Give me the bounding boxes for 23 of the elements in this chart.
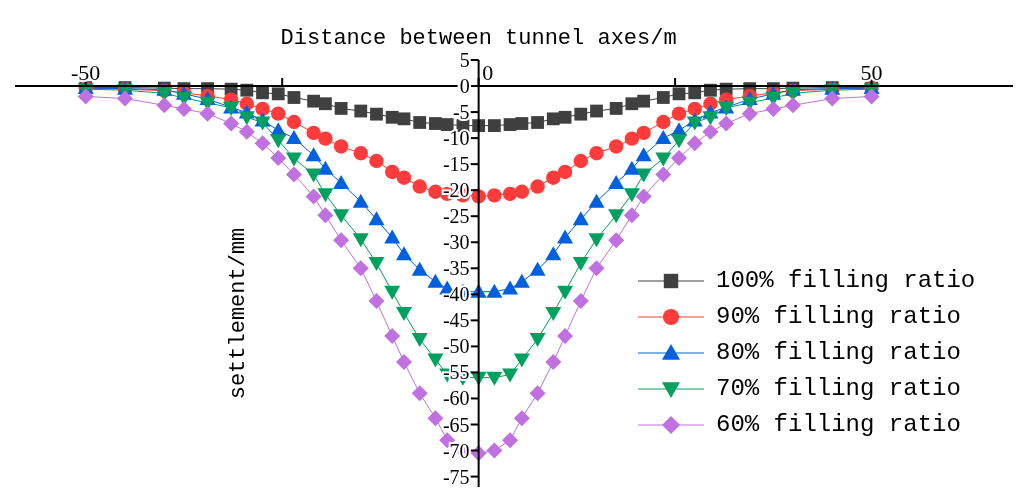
legend-label: 70% filling ratio (716, 374, 961, 404)
x-tick-label: 0 (482, 60, 494, 86)
chart-title: Distance between tunnel axes/m (280, 26, 677, 51)
y-tick-label: -15 (442, 153, 470, 176)
y-tick-label: -60 (442, 387, 470, 410)
y-tick-label: -25 (442, 205, 470, 228)
y-tick-label: -35 (442, 257, 470, 280)
y-tick-label: -5 (452, 101, 470, 124)
x-tick-label: -50 (71, 60, 101, 86)
y-tick-label: -75 (442, 465, 470, 488)
y-tick-label: -50 (442, 335, 470, 358)
y-axis-title: settlement/mm (226, 227, 251, 400)
legend-label: 60% filling ratio (716, 410, 961, 440)
y-tick-label: -65 (442, 413, 470, 436)
legend-label: 100% filling ratio (716, 266, 976, 296)
legend-label: 90% filling ratio (716, 302, 961, 332)
legend-label: 80% filling ratio (716, 338, 961, 368)
x-tick-label: 50 (860, 60, 883, 86)
y-tick-label: 5 (459, 49, 470, 71)
y-tick-label: -30 (442, 231, 470, 254)
y-tick-label: -45 (442, 309, 470, 332)
y-tick-label: -10 (442, 127, 470, 150)
y-tick-label: -70 (442, 439, 470, 462)
